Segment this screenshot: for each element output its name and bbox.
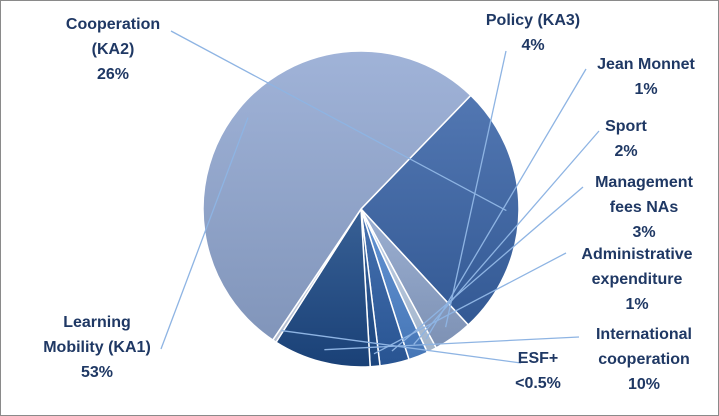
label-jean-monnet: Jean Monnet 1% (597, 56, 695, 98)
label-international-cooperation: International cooperation 10% (596, 326, 692, 393)
label-cooperation-ka2: Cooperation (KA2) 26% (66, 16, 160, 83)
slice-learning-mobility-ka1 (202, 50, 472, 342)
label-esf: ESF+ <0.5% (515, 350, 561, 392)
leader-line-administrative-expenditure (373, 252, 567, 355)
label-administrative-expenditure: Administrative expenditure 1% (581, 246, 692, 313)
leader-lines (160, 30, 600, 364)
pie-slices (202, 50, 520, 368)
leader-line-esf (281, 329, 522, 364)
label-management-fees-nas: Management fees NAs 3% (595, 174, 693, 241)
leader-line-sport (413, 130, 600, 345)
label-learning-mobility-ka1: Learning Mobility (KA1) 53% (43, 314, 151, 381)
leader-line-cooperation-ka2 (170, 30, 507, 212)
leader-line-learning-mobility-ka1 (160, 117, 249, 350)
leader-line-management-fees-nas (391, 186, 584, 352)
slice-cooperation-ka2 (359, 94, 520, 327)
leader-line-international-cooperation (324, 336, 580, 351)
label-sport: Sport 2% (605, 118, 647, 160)
slice-labels: Cooperation (KA2) 26% Policy (KA3) 4% Jean Mo… (43, 12, 695, 393)
slice-international-cooperation (275, 206, 371, 368)
label-policy-ka3: Policy (KA3) 4% (486, 12, 580, 54)
leader-line-jean-monnet (425, 68, 587, 340)
leader-line-policy-ka3 (444, 50, 507, 328)
